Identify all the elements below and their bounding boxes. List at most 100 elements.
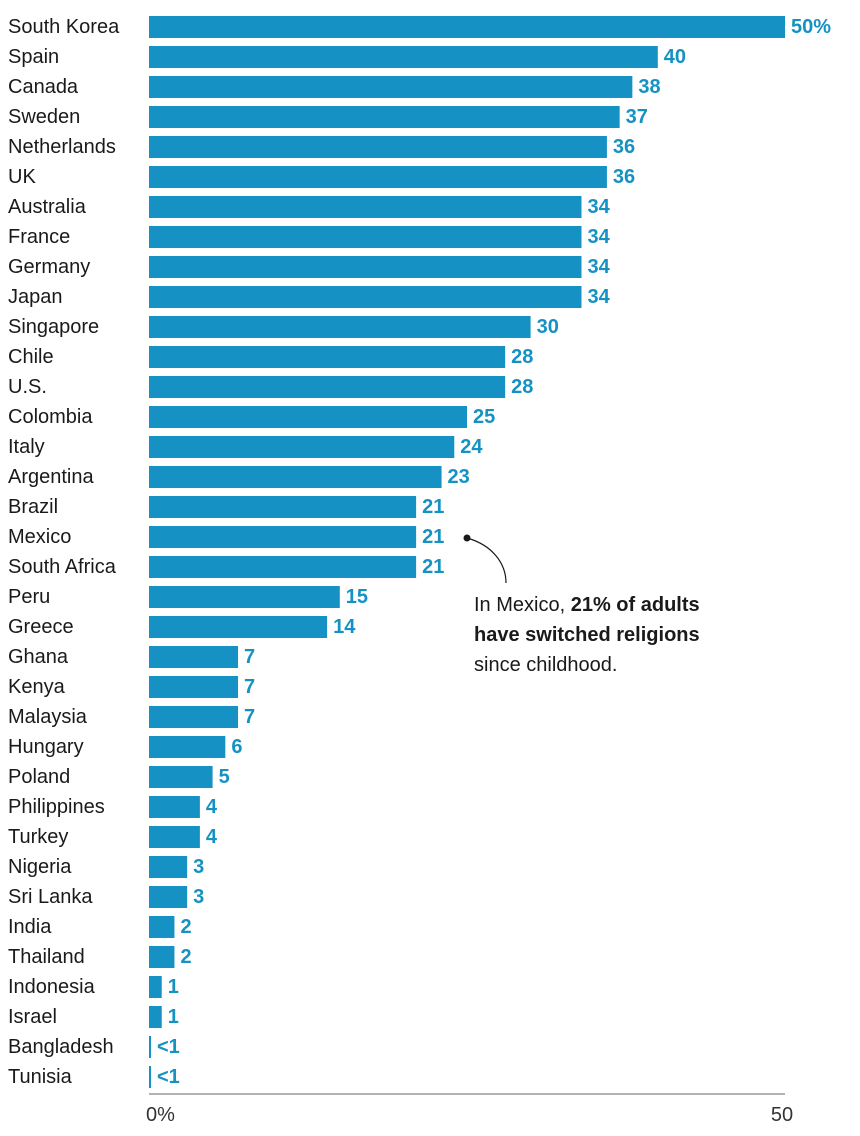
bar: [149, 316, 531, 338]
bar: [149, 976, 162, 998]
annotation-leader-line: [466, 537, 507, 584]
value-label: 4: [206, 826, 218, 848]
value-label: 34: [587, 286, 610, 308]
bar: [149, 856, 188, 878]
bar: [149, 16, 785, 38]
category-label: Canada: [8, 76, 79, 98]
value-label: 1: [168, 976, 179, 998]
x-tick-label-min: 0%: [146, 1104, 175, 1126]
category-label: Brazil: [8, 496, 58, 518]
annotation-suffix: since childhood.: [474, 654, 618, 676]
category-label: Philippines: [8, 796, 105, 818]
value-label: 25: [473, 406, 495, 428]
value-label: 3: [193, 886, 204, 908]
value-label: 7: [244, 676, 255, 698]
value-label: 37: [626, 106, 648, 128]
category-label: India: [8, 916, 52, 938]
bar: [149, 946, 175, 968]
category-label: Ghana: [8, 646, 69, 668]
bar: [149, 646, 239, 668]
value-label: 23: [448, 466, 470, 488]
category-label: Hungary: [8, 736, 84, 758]
annotation-bold: 21% of adults have switched religions: [474, 594, 700, 646]
value-label: 36: [613, 136, 635, 158]
bar: [149, 496, 417, 518]
value-label: 21: [422, 556, 444, 578]
category-label: Bangladesh: [8, 1036, 114, 1058]
x-tick-label-max: 50: [771, 1104, 793, 1126]
value-label: 7: [244, 706, 255, 728]
value-label: 28: [511, 376, 533, 398]
bar: [149, 226, 582, 248]
category-label: Indonesia: [8, 976, 96, 998]
value-label: 7: [244, 646, 255, 668]
value-label: 34: [587, 196, 610, 218]
bar: [149, 1036, 151, 1058]
value-label: 6: [231, 736, 242, 758]
bar: [149, 286, 582, 308]
bar: [149, 136, 607, 158]
category-label: Israel: [8, 1006, 57, 1028]
category-label: Peru: [8, 586, 50, 608]
bar: [149, 586, 340, 608]
value-label: 14: [333, 616, 356, 638]
category-label: Chile: [8, 346, 54, 368]
category-label: Nigeria: [8, 856, 72, 878]
value-label: 2: [180, 916, 191, 938]
value-label: <1: [157, 1066, 180, 1088]
value-label: 28: [511, 346, 533, 368]
category-label: South Africa: [8, 556, 117, 578]
value-label: 34: [587, 256, 610, 278]
category-label: Spain: [8, 46, 59, 68]
bar: [149, 406, 467, 428]
bar: [149, 1066, 151, 1088]
category-label: Sweden: [8, 106, 80, 128]
bar: [149, 346, 506, 368]
category-label: France: [8, 226, 70, 248]
category-label: Colombia: [8, 406, 93, 428]
bar: [149, 1006, 162, 1028]
bar: [149, 676, 239, 698]
value-label: <1: [157, 1036, 180, 1058]
category-label: South Korea: [8, 16, 120, 38]
category-label: Sri Lanka: [8, 886, 93, 908]
annotation-prefix: In Mexico,: [474, 594, 571, 616]
category-label: UK: [8, 166, 36, 188]
bar: [149, 46, 658, 68]
bar: [149, 736, 226, 758]
value-label: 40: [664, 46, 686, 68]
value-label: 34: [587, 226, 610, 248]
value-label: 21: [422, 526, 444, 548]
bar: [149, 916, 175, 938]
bar: [149, 556, 417, 578]
bar: [149, 196, 582, 218]
category-label: Turkey: [8, 826, 68, 848]
category-label: Netherlands: [8, 136, 116, 158]
category-label: U.S.: [8, 376, 47, 398]
bar: [149, 106, 620, 128]
bar: [149, 706, 239, 728]
bar: [149, 886, 188, 908]
value-label: 50%: [791, 16, 831, 38]
bar: [149, 166, 607, 188]
value-label: 1: [168, 1006, 179, 1028]
value-label: 15: [346, 586, 368, 608]
value-label: 4: [206, 796, 218, 818]
value-label: 24: [460, 436, 483, 458]
category-label: Italy: [8, 436, 45, 458]
category-label: Poland: [8, 766, 70, 788]
bar: [149, 826, 200, 848]
bar: [149, 466, 442, 488]
bar: [149, 436, 455, 458]
category-label: Mexico: [8, 526, 71, 548]
category-label: Tunisia: [8, 1066, 73, 1088]
category-label: Kenya: [8, 676, 66, 698]
category-label: Malaysia: [8, 706, 88, 728]
category-label: Thailand: [8, 946, 85, 968]
value-label: 3: [193, 856, 204, 878]
category-label: Japan: [8, 286, 63, 308]
bar: [149, 616, 328, 638]
mexico-annotation: In Mexico, 21% of adults have switched r…: [474, 590, 704, 680]
value-label: 30: [537, 316, 559, 338]
